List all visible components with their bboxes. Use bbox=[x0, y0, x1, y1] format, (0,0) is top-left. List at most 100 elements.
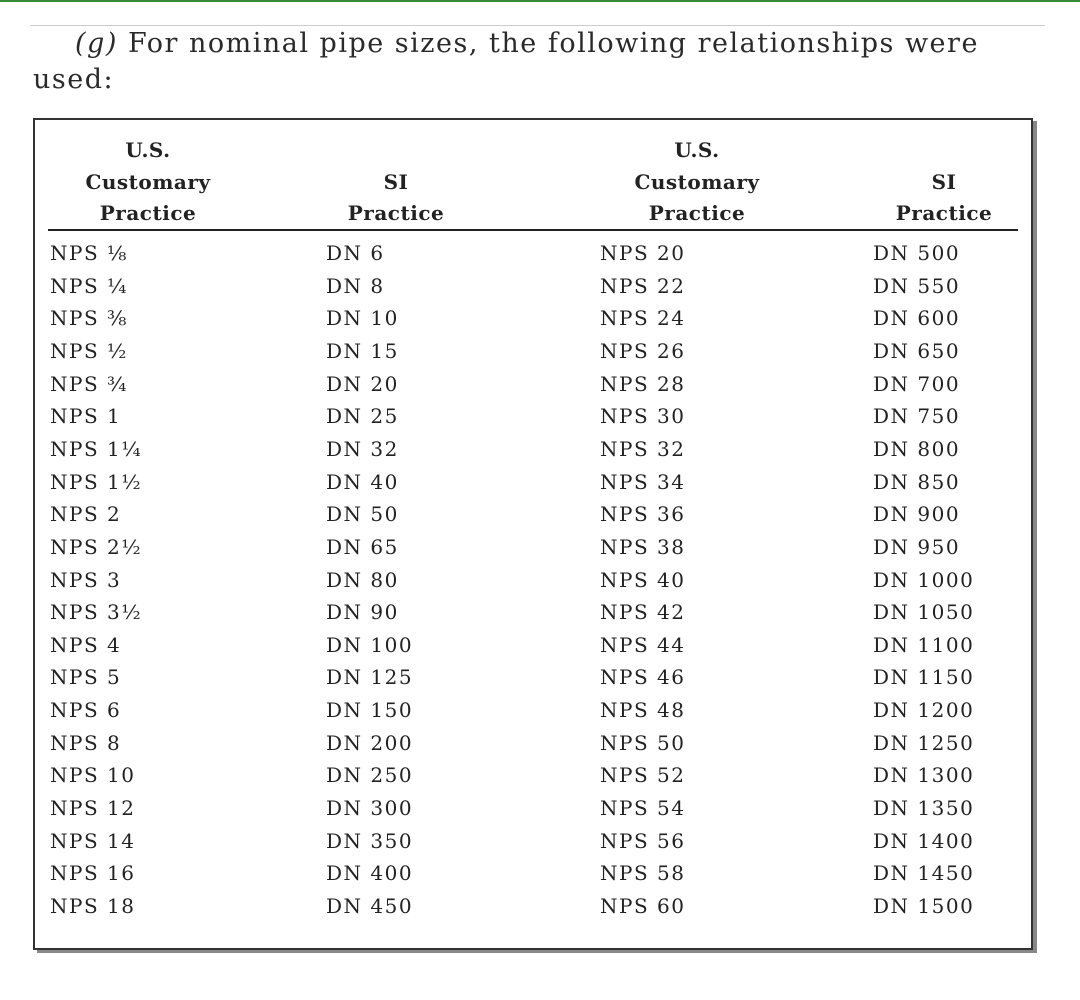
table-cell: NPS 1 bbox=[50, 404, 122, 429]
header-rule bbox=[48, 229, 1018, 231]
table-cell: NPS 36 bbox=[600, 502, 686, 527]
table-cell: DN 550 bbox=[873, 273, 961, 298]
table-cell: NPS 1½ bbox=[50, 469, 143, 494]
table-cell: DN 900 bbox=[873, 502, 961, 527]
table-cell: DN 850 bbox=[873, 469, 961, 494]
table-cell: NPS 22 bbox=[600, 273, 686, 298]
table-cell: DN 1100 bbox=[873, 632, 975, 657]
table-cell: NPS 40 bbox=[600, 567, 686, 592]
table-cell: NPS 50 bbox=[600, 730, 686, 755]
column-header: U.S. bbox=[125, 138, 171, 162]
table-cell: NPS 3 bbox=[50, 567, 122, 592]
column-header: Customary bbox=[634, 169, 760, 194]
table-cell: DN 50 bbox=[326, 502, 399, 527]
table-cell: DN 500 bbox=[873, 241, 961, 265]
table bbox=[33, 118, 1033, 950]
table-cell: DN 1500 bbox=[873, 894, 975, 918]
table-cell: DN 1200 bbox=[873, 698, 975, 723]
table-cell: NPS 16 bbox=[50, 861, 136, 886]
table-cell: NPS 5 bbox=[50, 665, 122, 690]
table-cell: DN 650 bbox=[873, 338, 961, 363]
table-cell: NPS 38 bbox=[600, 534, 686, 559]
table-cell: NPS 30 bbox=[600, 404, 686, 429]
intro-text: For nominal pipe sizes, the following re… bbox=[33, 28, 979, 95]
table-cell: DN 25 bbox=[326, 404, 399, 429]
table-cell: NPS 6 bbox=[50, 698, 122, 723]
column-header: Practice bbox=[895, 201, 993, 225]
table-cell: NPS 18 bbox=[50, 894, 136, 918]
table-cell: DN 20 bbox=[326, 371, 399, 396]
table-cell: NPS 58 bbox=[600, 861, 686, 886]
table-cell: DN 1450 bbox=[873, 861, 975, 886]
table-cell: NPS ⅜ bbox=[50, 306, 128, 331]
intro-line: (g) For nominal pipe sizes, the followin… bbox=[33, 26, 993, 98]
table-cell: DN 32 bbox=[326, 436, 399, 461]
table-cell: NPS 34 bbox=[600, 469, 686, 494]
table-cell: DN 750 bbox=[873, 404, 961, 429]
table-cell: DN 40 bbox=[326, 469, 399, 494]
table-cell: DN 200 bbox=[326, 730, 414, 755]
column-header: SI bbox=[931, 169, 957, 194]
table-cell: NPS 1¼ bbox=[50, 436, 143, 461]
table-cell: NPS 28 bbox=[600, 371, 686, 396]
table-cell: NPS 52 bbox=[600, 763, 686, 788]
table-cell: NPS 8 bbox=[50, 730, 122, 755]
table-cell: DN 6 bbox=[326, 241, 385, 265]
table-cell: DN 300 bbox=[326, 796, 414, 821]
table-cell: NPS 14 bbox=[50, 828, 136, 853]
separator bbox=[30, 25, 1045, 26]
table-cell: NPS 44 bbox=[600, 632, 686, 657]
table-cell: NPS 54 bbox=[600, 796, 686, 821]
table-cell: NPS 60 bbox=[600, 894, 686, 918]
column-header: Customary bbox=[85, 169, 211, 194]
table-cell: NPS 46 bbox=[600, 665, 686, 690]
table-cell: DN 600 bbox=[873, 306, 961, 331]
table-cell: DN 80 bbox=[326, 567, 399, 592]
table-cell: DN 1350 bbox=[873, 796, 975, 821]
column-header: SI bbox=[383, 169, 409, 194]
table-cell: DN 15 bbox=[326, 338, 399, 363]
table-cell: NPS 3½ bbox=[50, 600, 143, 625]
table-cell: NPS 10 bbox=[50, 763, 136, 788]
table-cell: DN 1250 bbox=[873, 730, 975, 755]
table-cell: NPS ¾ bbox=[50, 371, 128, 396]
table-cell: NPS 32 bbox=[600, 436, 686, 461]
table-cell: NPS 48 bbox=[600, 698, 686, 723]
table-cell: DN 1000 bbox=[873, 567, 975, 592]
table-cell: NPS 2 bbox=[50, 502, 122, 527]
table-cell: NPS 24 bbox=[600, 306, 686, 331]
table-cell: NPS 26 bbox=[600, 338, 686, 363]
column-header: Practice bbox=[347, 201, 445, 225]
table-cell: DN 450 bbox=[326, 894, 414, 918]
table-cell: DN 8 bbox=[326, 273, 385, 298]
table-cell: NPS 56 bbox=[600, 828, 686, 853]
table-cell: DN 700 bbox=[873, 371, 961, 396]
column-header: U.S. bbox=[674, 138, 720, 162]
column-header: Practice bbox=[648, 201, 746, 225]
table-cell: DN 1150 bbox=[873, 665, 975, 690]
table-cell: NPS 4 bbox=[50, 632, 122, 657]
table-cell: DN 950 bbox=[873, 534, 961, 559]
table-cell: DN 350 bbox=[326, 828, 414, 853]
table-cell: DN 125 bbox=[326, 665, 414, 690]
item-label: (g) bbox=[75, 28, 118, 59]
table-cell: DN 800 bbox=[873, 436, 961, 461]
table-cell: NPS 2½ bbox=[50, 534, 143, 559]
table-cell: DN 90 bbox=[326, 600, 399, 625]
table-cell: DN 100 bbox=[326, 632, 414, 657]
table-cell: NPS 42 bbox=[600, 600, 686, 625]
table-cell: DN 1400 bbox=[873, 828, 975, 853]
table-cell: NPS ⅛ bbox=[50, 241, 128, 265]
table-cell: DN 150 bbox=[326, 698, 414, 723]
table-cell: DN 65 bbox=[326, 534, 399, 559]
table-cell: DN 400 bbox=[326, 861, 414, 886]
table-cell: NPS 12 bbox=[50, 796, 136, 821]
column-header: Practice bbox=[99, 201, 197, 225]
table-cell: DN 1300 bbox=[873, 763, 975, 788]
table-cell: DN 250 bbox=[326, 763, 414, 788]
table-cell: NPS 20 bbox=[600, 241, 686, 265]
table-cell: DN 1050 bbox=[873, 600, 975, 625]
top-border bbox=[0, 0, 1080, 2]
table-cell: NPS ¼ bbox=[50, 273, 128, 298]
